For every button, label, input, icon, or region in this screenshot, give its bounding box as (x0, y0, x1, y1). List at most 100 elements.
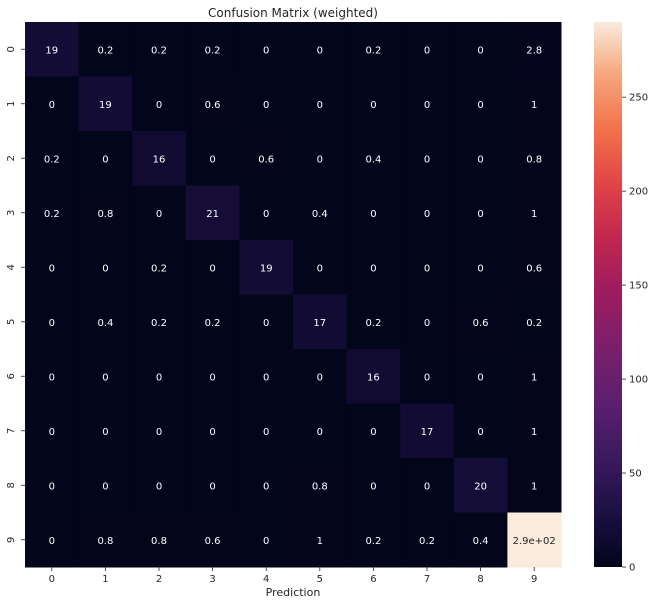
heatmap-cell (400, 458, 455, 513)
heatmap-cell (239, 185, 294, 241)
heatmap-cell (239, 240, 294, 295)
cell-annotation: 0 (477, 263, 483, 274)
cell-annotation: 0 (156, 100, 162, 111)
cell-annotation: 0 (263, 100, 269, 111)
cell-annotation: 1 (531, 427, 537, 438)
cell-annotation: 0 (209, 263, 215, 274)
y-tick-label: 6 (6, 373, 17, 379)
cell-annotation: 0 (477, 209, 483, 220)
cell-annotation: 0 (370, 481, 376, 492)
heatmap-cell (25, 512, 80, 568)
heatmap-cell (185, 22, 240, 77)
cell-annotation: 16 (367, 372, 380, 383)
heatmap-cell (78, 76, 133, 132)
cell-annotation: 0 (156, 209, 162, 220)
cell-annotation: 0 (49, 372, 55, 383)
cell-annotation: 0 (49, 318, 55, 329)
x-tick-label: 2 (156, 574, 162, 585)
colorbar-ticks: 0 50 100 150 200 250 (622, 93, 648, 574)
heatmap-cell (400, 349, 455, 404)
cell-annotation: 0 (477, 100, 483, 111)
cell-annotation: 0.2 (526, 318, 542, 329)
heatmap-cell (239, 131, 294, 186)
cell-annotation: 0 (49, 481, 55, 492)
cell-annotation: 0 (317, 263, 323, 274)
heatmap-cell (185, 294, 240, 350)
cell-annotation: 0 (156, 481, 162, 492)
heatmap-cell (132, 185, 187, 241)
cell-annotation: 0 (102, 154, 108, 165)
cell-annotation: 0 (263, 427, 269, 438)
heatmap-cell (507, 22, 562, 77)
x-tick-label: 7 (424, 574, 430, 585)
heatmap-cell (185, 403, 240, 459)
cell-annotation: 20 (474, 481, 487, 492)
cell-annotation: 0.2 (365, 318, 381, 329)
heatmap-cell (185, 76, 240, 132)
heatmap-cell (78, 349, 133, 404)
cell-annotation: 0 (424, 154, 430, 165)
y-tick-label: 3 (6, 210, 17, 216)
heatmap-cell (25, 294, 80, 350)
heatmap-cell (239, 22, 294, 77)
cell-annotation: 2.8 (526, 45, 542, 56)
heatmap-cell (453, 512, 508, 568)
heatmap-cell (346, 22, 401, 77)
heatmap-cell (25, 403, 80, 459)
cell-annotation: 0 (263, 372, 269, 383)
cell-annotation: 1 (531, 372, 537, 383)
cell-annotation: 16 (153, 154, 166, 165)
colorbar-tick-label: 100 (629, 375, 648, 386)
y-tick-label: 5 (6, 319, 17, 325)
cell-annotation: 0.6 (473, 318, 489, 329)
heatmap-cell (25, 185, 80, 241)
cell-annotation: 0 (477, 372, 483, 383)
cell-annotation: 0.4 (97, 318, 113, 329)
heatmap-cell (132, 131, 187, 186)
heatmap-cell (78, 240, 133, 295)
cell-annotation: 0 (424, 209, 430, 220)
heatmap-cell (346, 185, 401, 241)
heatmap-cell (507, 403, 562, 459)
cell-annotation: 0 (156, 427, 162, 438)
cell-annotation: 0.8 (526, 154, 542, 165)
cell-annotation: 0.2 (205, 45, 221, 56)
chart-title: Confusion Matrix (weighted) (208, 6, 378, 20)
cell-annotation: 0 (209, 372, 215, 383)
heatmap-cell (400, 240, 455, 295)
heatmap-cell (400, 76, 455, 132)
heatmap-cell (453, 240, 508, 295)
cell-annotation: 0 (317, 154, 323, 165)
cell-annotation: 0 (477, 45, 483, 56)
cell-annotation: 0.2 (205, 318, 221, 329)
cell-annotation: 0 (370, 100, 376, 111)
cell-annotation: 17 (313, 318, 326, 329)
heatmap-cell (293, 76, 348, 132)
heatmap-cell (239, 403, 294, 459)
heatmap-cell (507, 349, 562, 404)
heatmap-cell (25, 240, 80, 295)
heatmap-cell (25, 458, 80, 513)
x-tick-label: 5 (317, 574, 323, 585)
cell-annotation: 0 (477, 154, 483, 165)
heatmap-cell (293, 458, 348, 513)
cell-annotation: 0 (209, 427, 215, 438)
heatmap-cell (132, 294, 187, 350)
y-tick-label: 9 (6, 537, 17, 543)
cell-annotation: 0 (49, 263, 55, 274)
cell-annotation: 0 (317, 100, 323, 111)
heatmap-cell (293, 185, 348, 241)
cell-annotation: 0 (102, 263, 108, 274)
heatmap-cell (239, 76, 294, 132)
heatmap-cell (400, 22, 455, 77)
cell-annotation: 0.2 (151, 263, 167, 274)
cell-annotation: 0 (102, 427, 108, 438)
heatmap-cell (453, 185, 508, 241)
cell-annotation: 0.8 (97, 536, 113, 547)
cell-annotation: 1 (531, 100, 537, 111)
cell-annotation: 0 (424, 45, 430, 56)
cell-annotation: 17 (421, 427, 434, 438)
heatmap-cell (453, 349, 508, 404)
heatmap-cell (400, 294, 455, 350)
